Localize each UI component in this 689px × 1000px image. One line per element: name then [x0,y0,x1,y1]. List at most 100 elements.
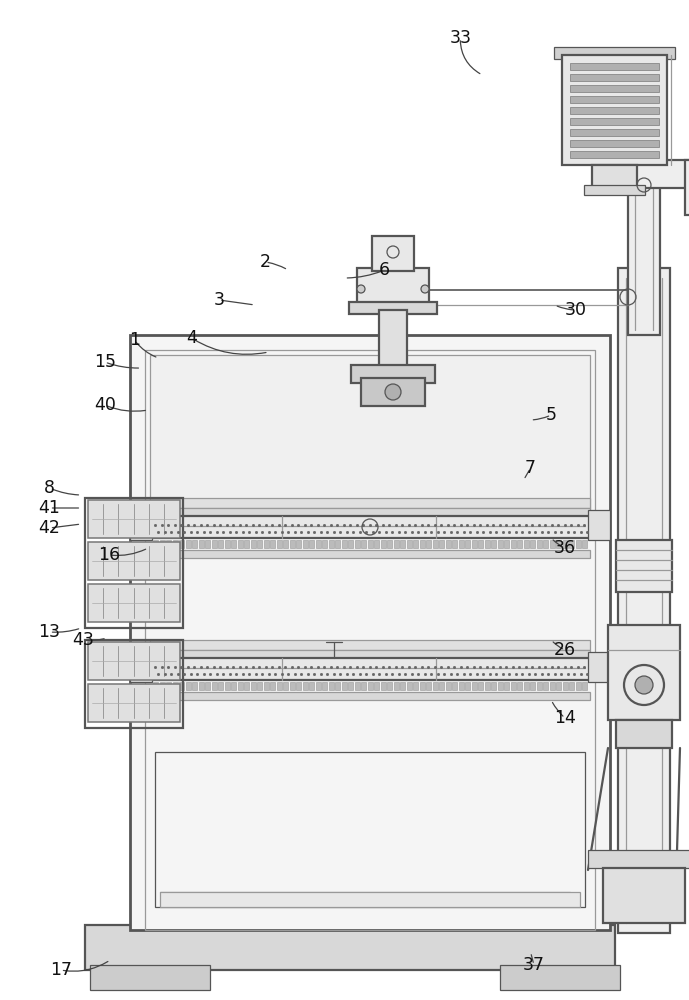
Circle shape [635,676,653,694]
Bar [283,682,288,690]
Bar [517,682,522,690]
Bar [570,85,659,92]
Bar [452,540,457,548]
Bar [316,540,320,548]
Bar [244,540,249,548]
Bar [570,140,659,147]
Bar [218,540,223,548]
Bar [212,682,216,690]
Bar [582,682,587,690]
Bar [543,682,548,690]
Bar [504,682,509,690]
Bar [166,540,171,548]
Bar [592,165,637,187]
Bar [302,682,307,690]
Bar [296,540,301,548]
Bar [497,682,502,690]
Bar [379,310,407,375]
Bar [289,682,294,690]
Text: 42: 42 [39,519,61,537]
Bar [205,540,210,548]
Bar [150,692,590,700]
Bar [608,625,680,720]
Bar [159,682,165,690]
Bar [179,682,184,690]
Bar [263,682,269,690]
Bar [588,652,610,682]
Bar [570,74,659,81]
Bar [192,540,197,548]
Bar [322,682,327,690]
Bar [556,682,561,690]
Bar [348,540,353,548]
Bar [244,682,249,690]
Bar [172,540,178,548]
Bar [491,682,496,690]
Bar [85,640,183,728]
Bar [603,868,685,923]
Bar [130,652,152,682]
Bar [205,682,210,690]
Bar [329,682,333,690]
Bar [562,540,568,548]
Text: 37: 37 [523,956,545,974]
Bar [257,540,262,548]
Bar [179,540,184,548]
Bar [238,682,243,690]
Circle shape [421,285,429,293]
Bar [150,355,590,510]
Bar [150,508,590,516]
Bar [150,516,590,538]
Circle shape [385,384,401,400]
Text: 17: 17 [50,961,72,979]
Bar [218,682,223,690]
Bar [517,540,522,548]
Bar [685,160,689,215]
Bar [530,682,535,690]
Bar [153,540,158,548]
Bar [628,160,660,335]
Bar [584,185,645,195]
Text: 8: 8 [44,479,55,497]
Bar [570,107,659,114]
Bar [550,540,555,548]
Bar [569,540,574,548]
Bar [159,540,165,548]
Bar [426,682,431,690]
Bar [374,540,379,548]
Bar [537,682,542,690]
Bar [543,540,548,548]
Text: 3: 3 [214,291,225,309]
Bar [276,682,282,690]
Bar [426,540,431,548]
Text: 2: 2 [260,253,271,271]
Bar [145,350,595,930]
Bar [393,540,398,548]
Bar [361,378,425,406]
Bar [413,682,418,690]
Bar [302,540,307,548]
Bar [537,540,542,548]
Bar [380,682,386,690]
Bar [185,540,190,548]
Bar [374,682,379,690]
Bar [185,682,190,690]
Bar [420,540,424,548]
Bar [342,682,347,690]
Bar [357,268,429,310]
Bar [231,540,236,548]
Bar [361,540,366,548]
Bar [491,540,496,548]
Bar [465,540,470,548]
Bar [329,540,333,548]
Bar [88,642,180,680]
Text: 4: 4 [186,329,197,347]
Text: 41: 41 [39,499,61,517]
Bar [198,540,203,548]
Bar [393,682,398,690]
Bar [225,540,229,548]
Text: 33: 33 [449,29,471,47]
Bar [420,682,424,690]
Bar [90,965,210,990]
Text: 5: 5 [546,406,557,424]
